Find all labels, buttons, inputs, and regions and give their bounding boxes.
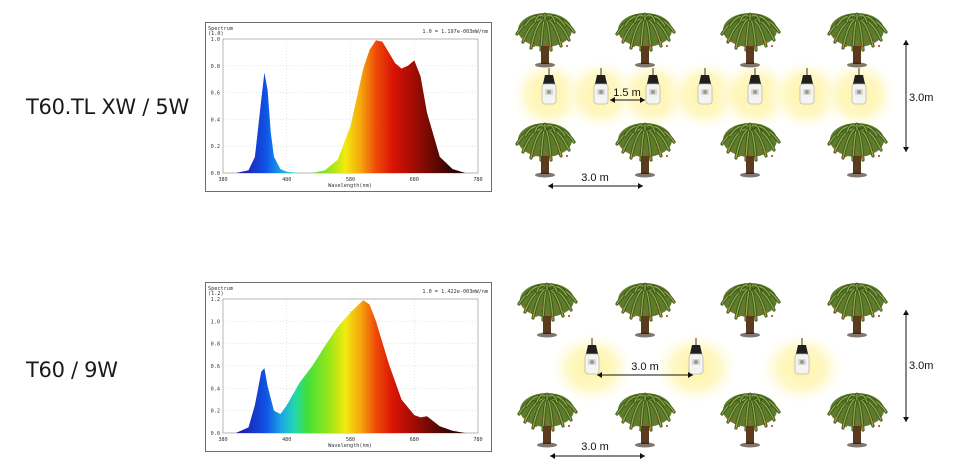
palm-tree-icon bbox=[517, 282, 578, 338]
palm-tree-icon bbox=[615, 12, 676, 68]
x-tick-label: 780 bbox=[473, 437, 482, 443]
spectrum-1-corner-title: Spectrum bbox=[208, 26, 233, 32]
spectrum-chart-2: Spectrum (1.2) 1.0 = 1.422e-003mW/nm 1.2… bbox=[205, 282, 492, 452]
spectrum-1-header: 1.0 = 1.197e-003mW/nm bbox=[422, 29, 488, 35]
bulb-icon bbox=[688, 338, 704, 375]
spectrum-2-xlabel: Wavelength(nm) bbox=[328, 443, 372, 449]
bulb-icon bbox=[851, 68, 867, 105]
spectrum-svg-1: Spectrum (1.0) 1.0 = 1.197e-003mW/nm 1.0… bbox=[208, 26, 488, 189]
palm-tree-icon bbox=[720, 282, 781, 338]
palm-tree-icon bbox=[517, 392, 578, 448]
spectrum-svg-2: Spectrum (1.2) 1.0 = 1.422e-003mW/nm 1.2… bbox=[208, 286, 488, 449]
palm-tree-icon bbox=[515, 12, 576, 68]
bulb-icon bbox=[697, 68, 713, 105]
bulb-icon bbox=[799, 68, 815, 105]
row-spacing-label-2: 3.0m bbox=[909, 360, 933, 372]
x-tick-label: 580 bbox=[346, 437, 355, 443]
tree-spacing-label-2: 3.0 m bbox=[581, 441, 609, 453]
y-tick-label: 0.0 bbox=[211, 171, 220, 177]
palm-tree-icon bbox=[615, 392, 676, 448]
x-tick-label: 780 bbox=[473, 177, 482, 183]
row1-label: T60.TL XW / 5W bbox=[26, 95, 189, 119]
x-tick-label: 380 bbox=[218, 177, 227, 183]
bulb-icon bbox=[645, 68, 661, 105]
y-tick-label: 0.6 bbox=[211, 364, 220, 370]
palm-tree-icon bbox=[615, 282, 676, 338]
palm-tree-icon bbox=[827, 392, 888, 448]
bulb-icon bbox=[794, 338, 810, 375]
spectrum-2-corner-title: Spectrum bbox=[208, 286, 233, 292]
spectrum-1-corner-sub: (1.0) bbox=[208, 31, 224, 37]
x-tick-label: 680 bbox=[410, 437, 419, 443]
y-tick-label: 0.8 bbox=[211, 342, 220, 348]
palm-tree-icon bbox=[720, 12, 781, 68]
lamp-spacing-label-1: 1.5 m bbox=[613, 87, 641, 99]
x-tick-label: 480 bbox=[282, 177, 291, 183]
y-tick-label: 0.2 bbox=[211, 409, 220, 415]
row2-label: T60 / 9W bbox=[26, 358, 118, 382]
spectrum-1-xlabel: Wavelength(nm) bbox=[328, 183, 372, 189]
palm-tree-icon bbox=[827, 282, 888, 338]
spectrum-2-header: 1.0 = 1.422e-003mW/nm bbox=[422, 289, 488, 295]
y-tick-label: 0.8 bbox=[211, 64, 220, 70]
bulb-icon bbox=[593, 68, 609, 105]
y-tick-label: 1.0 bbox=[211, 37, 220, 43]
lighting-layout-1: 1.5 m 3.0 m 3.0m bbox=[509, 12, 933, 189]
spectrum-1-area bbox=[223, 40, 478, 173]
x-tick-label: 580 bbox=[346, 177, 355, 183]
x-tick-label: 480 bbox=[282, 437, 291, 443]
y-tick-label: 0.2 bbox=[211, 144, 220, 150]
spectrum-2-corner-sub: (1.2) bbox=[208, 291, 224, 297]
bulb-icon bbox=[584, 338, 600, 375]
palm-tree-icon bbox=[827, 12, 888, 68]
palm-tree-icon bbox=[615, 122, 676, 178]
palm-tree-icon bbox=[720, 392, 781, 448]
bulb-icon bbox=[541, 68, 557, 105]
x-tick-label: 680 bbox=[410, 177, 419, 183]
lighting-layout-2: 3.0 m 3.0 m 3.0m bbox=[517, 282, 933, 459]
palm-tree-icon bbox=[827, 122, 888, 178]
lamp-spacing-label-2: 3.0 m bbox=[631, 361, 659, 373]
y-tick-label: 0.4 bbox=[211, 386, 220, 392]
tree-spacing-label-1: 3.0 m bbox=[581, 172, 609, 184]
palm-tree-icon bbox=[720, 122, 781, 178]
spectrum-chart-1: Spectrum (1.0) 1.0 = 1.197e-003mW/nm 1.0… bbox=[205, 22, 492, 192]
bulb-icon bbox=[747, 68, 763, 105]
x-tick-label: 380 bbox=[218, 437, 227, 443]
y-tick-label: 0.6 bbox=[211, 91, 220, 97]
row-spacing-label-1: 3.0m bbox=[909, 92, 933, 104]
spectrum-2-area bbox=[223, 300, 478, 433]
y-tick-label: 0.0 bbox=[211, 431, 220, 437]
y-tick-label: 1.2 bbox=[211, 297, 220, 303]
y-tick-label: 0.4 bbox=[211, 117, 220, 123]
palm-tree-icon bbox=[515, 122, 576, 178]
y-tick-label: 1.0 bbox=[211, 319, 220, 325]
